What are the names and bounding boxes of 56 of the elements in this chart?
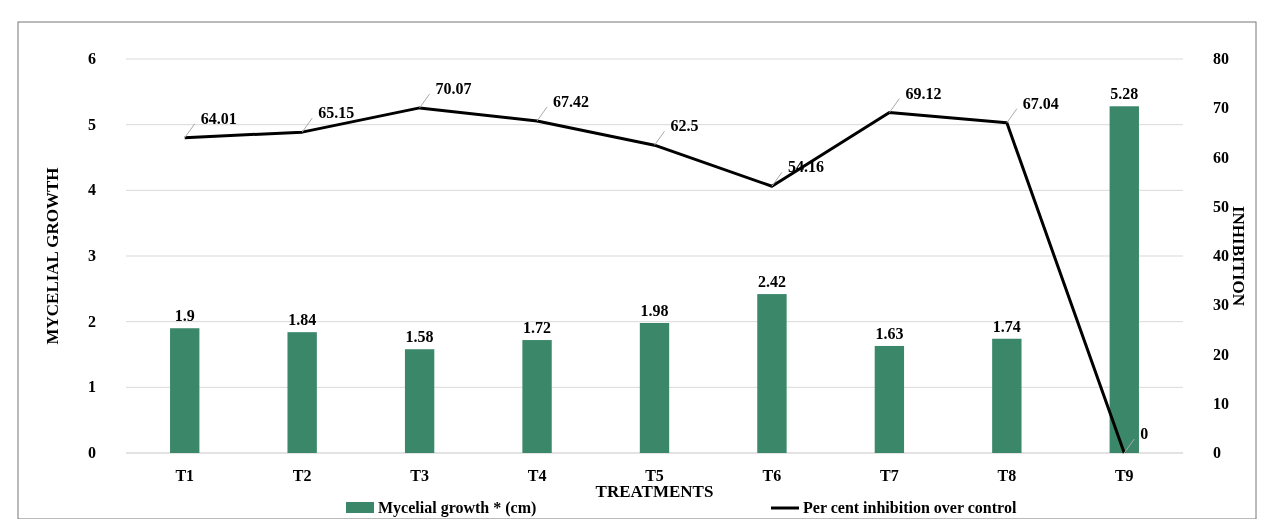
data-label: 0 [1140, 425, 1149, 442]
bar [757, 294, 787, 453]
y-tick-label: 0 [88, 444, 96, 461]
y-tick-label: 2 [88, 312, 96, 330]
bar [992, 338, 1022, 453]
bar [639, 322, 670, 453]
x-tick-label: T1 [175, 467, 195, 484]
y2-tick-label: 80 [1213, 50, 1229, 67]
data-label: 1.84 [288, 311, 317, 329]
data-label: 62.5 [670, 117, 699, 135]
x-tick-label: T7 [880, 467, 899, 484]
data-label: 64.01 [200, 109, 237, 127]
x-tick-label: T9 [1114, 467, 1134, 484]
data-label: 65.15 [318, 104, 355, 122]
y-tick-label: 5 [88, 115, 96, 133]
y-axis-title: MYCELIAL GROWTH [43, 167, 62, 345]
data-label: 1.58 [405, 328, 434, 346]
data-label: 1.63 [875, 324, 904, 342]
x-tick-label: T2 [292, 467, 312, 484]
y-tick-label: 4 [88, 181, 96, 199]
x-tick-label: T5 [645, 467, 664, 484]
y-tick-label: 1 [88, 378, 96, 396]
bar [287, 332, 317, 453]
bar [404, 349, 435, 453]
data-label: 1.72 [523, 319, 552, 337]
legend-label: Per cent inhibition over control [803, 499, 1017, 516]
x-axis-title: TREATMENTS [595, 482, 714, 501]
x-tick-label: T3 [410, 467, 429, 484]
y2-tick-label: 10 [1213, 394, 1229, 412]
data-label: 5.28 [1110, 85, 1139, 103]
bar [874, 345, 905, 453]
y2-tick-label: 50 [1213, 197, 1229, 215]
x-tick-label: T8 [997, 467, 1017, 484]
y2-tick-label: 20 [1213, 345, 1229, 363]
data-label: 69.12 [905, 84, 942, 102]
bar [170, 328, 200, 453]
y2-tick-label: 0 [1213, 444, 1221, 461]
data-label: 1.74 [992, 317, 1021, 335]
data-label: 67.04 [1022, 94, 1059, 112]
y-tick-label: 3 [88, 247, 96, 264]
y2-tick-label: 70 [1213, 99, 1229, 117]
y2-tick-label: 40 [1213, 247, 1229, 264]
data-label: 1.98 [640, 301, 669, 319]
y2-tick-label: 30 [1213, 296, 1229, 314]
x-tick-label: T6 [762, 467, 782, 484]
legend-label: Mycelial growth * (cm) [378, 499, 537, 517]
bar [1109, 106, 1139, 453]
data-label: 67.42 [553, 92, 590, 110]
x-tick-label: T4 [527, 467, 547, 484]
y2-tick-label: 60 [1213, 148, 1229, 166]
y2-axis-title: INHIBITION [1229, 205, 1248, 307]
data-label: 2.42 [757, 273, 786, 291]
data-label: 70.07 [435, 79, 472, 97]
bar [522, 340, 552, 453]
data-label: 1.9 [174, 307, 195, 325]
y-tick-label: 6 [88, 50, 96, 67]
